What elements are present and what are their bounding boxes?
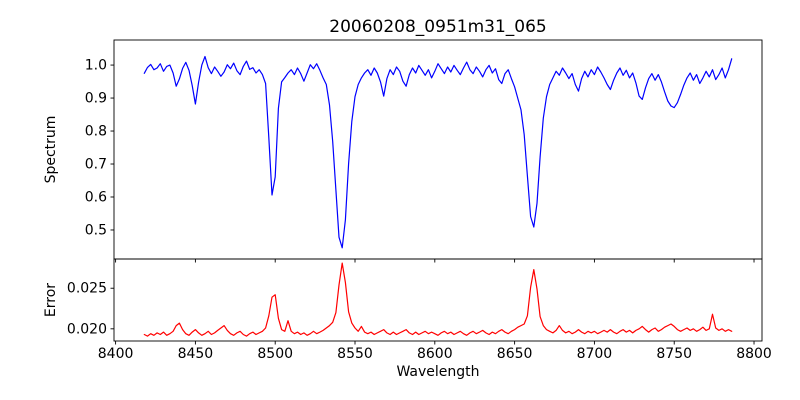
x-tick-label: 8750 xyxy=(656,346,692,362)
x-tick-label: 8550 xyxy=(337,346,373,362)
x-axis: 8400 8450 8500 8550 8600 8650 8700 8750 8800 xyxy=(98,259,772,362)
error-y-axis-label: Error xyxy=(43,283,59,317)
chart-title: 20060208_0951m31_065 xyxy=(329,17,546,37)
x-tick-label: 8800 xyxy=(736,346,772,362)
error-y-axis: 0.020 0.025 xyxy=(67,281,114,337)
x-tick-label: 8700 xyxy=(577,346,613,362)
x-axis-label: Wavelength xyxy=(396,364,479,380)
x-tick-label: 8450 xyxy=(178,346,214,362)
error-y-tick-label: 0.020 xyxy=(67,321,107,337)
spectrum-y-tick-label: 0.8 xyxy=(85,124,107,140)
spectrum-y-tick-label: 0.7 xyxy=(85,157,107,173)
spectrum-y-tick-label: 1.0 xyxy=(85,58,107,74)
error-series-line xyxy=(143,262,733,337)
spectrum-y-axis-label: Spectrum xyxy=(43,116,59,184)
spectrum-y-axis: 0.5 0.6 0.7 0.8 0.9 1.0 xyxy=(85,58,114,238)
spectrum-y-tick-label: 0.9 xyxy=(85,91,107,107)
error-panel-border xyxy=(113,258,763,342)
spectrum-y-tick-label: 0.5 xyxy=(85,222,107,238)
x-tick-label: 8650 xyxy=(497,346,533,362)
spectrum-y-tick-label: 0.6 xyxy=(85,189,107,205)
x-tick-label: 8500 xyxy=(257,346,293,362)
spectrum-series-line xyxy=(143,55,733,249)
x-tick-label: 8400 xyxy=(98,346,134,362)
x-tick-label: 8600 xyxy=(417,346,453,362)
error-y-tick-label: 0.025 xyxy=(67,281,107,297)
